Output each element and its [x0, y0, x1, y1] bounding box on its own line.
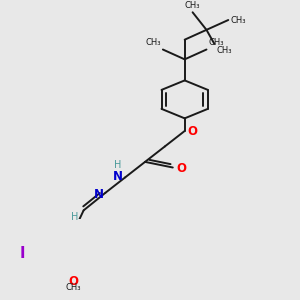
Text: CH₃: CH₃ — [230, 16, 246, 25]
Text: CH₃: CH₃ — [216, 46, 232, 55]
Text: N: N — [94, 188, 103, 201]
Text: CH₃: CH₃ — [185, 1, 200, 10]
Text: CH₃: CH₃ — [208, 38, 224, 47]
Text: N: N — [113, 170, 123, 183]
Text: O: O — [177, 162, 187, 175]
Text: CH₃: CH₃ — [66, 284, 82, 292]
Text: H: H — [71, 212, 79, 223]
Text: O: O — [188, 125, 198, 138]
Text: H: H — [114, 160, 121, 170]
Text: CH₃: CH₃ — [146, 38, 161, 47]
Text: O: O — [69, 275, 79, 288]
Text: I: I — [19, 246, 25, 261]
